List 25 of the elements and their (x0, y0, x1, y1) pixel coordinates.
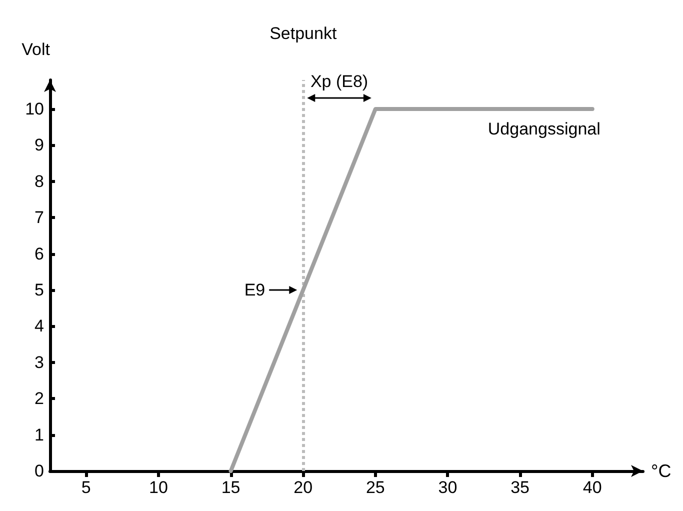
y-tick-label: 2 (34, 389, 44, 408)
x-tick-label: 15 (221, 478, 240, 497)
y-tick-label: 5 (34, 280, 44, 300)
y-tick-label: 7 (34, 208, 44, 228)
y-tick-label: 0 (34, 462, 44, 480)
series-label: Udgangssignal (488, 119, 600, 138)
x-tick-label: 10 (149, 478, 168, 497)
x-tick-label: 35 (510, 478, 530, 497)
x-tick-label: 20 (294, 478, 313, 497)
y-tick-label: 1 (34, 425, 44, 444)
y-axis-title: Volt (22, 40, 50, 59)
x-tick-label: 30 (438, 478, 458, 497)
y-tick-label: 8 (34, 172, 44, 191)
ref-line-label: Setpunkt (270, 24, 337, 43)
y-tick-label: 6 (34, 244, 44, 264)
y-tick-label: 10 (25, 99, 44, 118)
x-axis-title: °C (651, 461, 672, 481)
x-tick-label: 40 (582, 478, 602, 497)
annotation: E9 (244, 280, 266, 300)
x-tick-label: 5 (81, 478, 91, 497)
y-tick-label: 9 (34, 136, 44, 155)
annotation: Xp (E8) (310, 72, 368, 91)
x-tick-label: 25 (366, 478, 385, 497)
y-tick-label: 3 (34, 352, 44, 372)
y-tick-label: 4 (34, 316, 44, 336)
